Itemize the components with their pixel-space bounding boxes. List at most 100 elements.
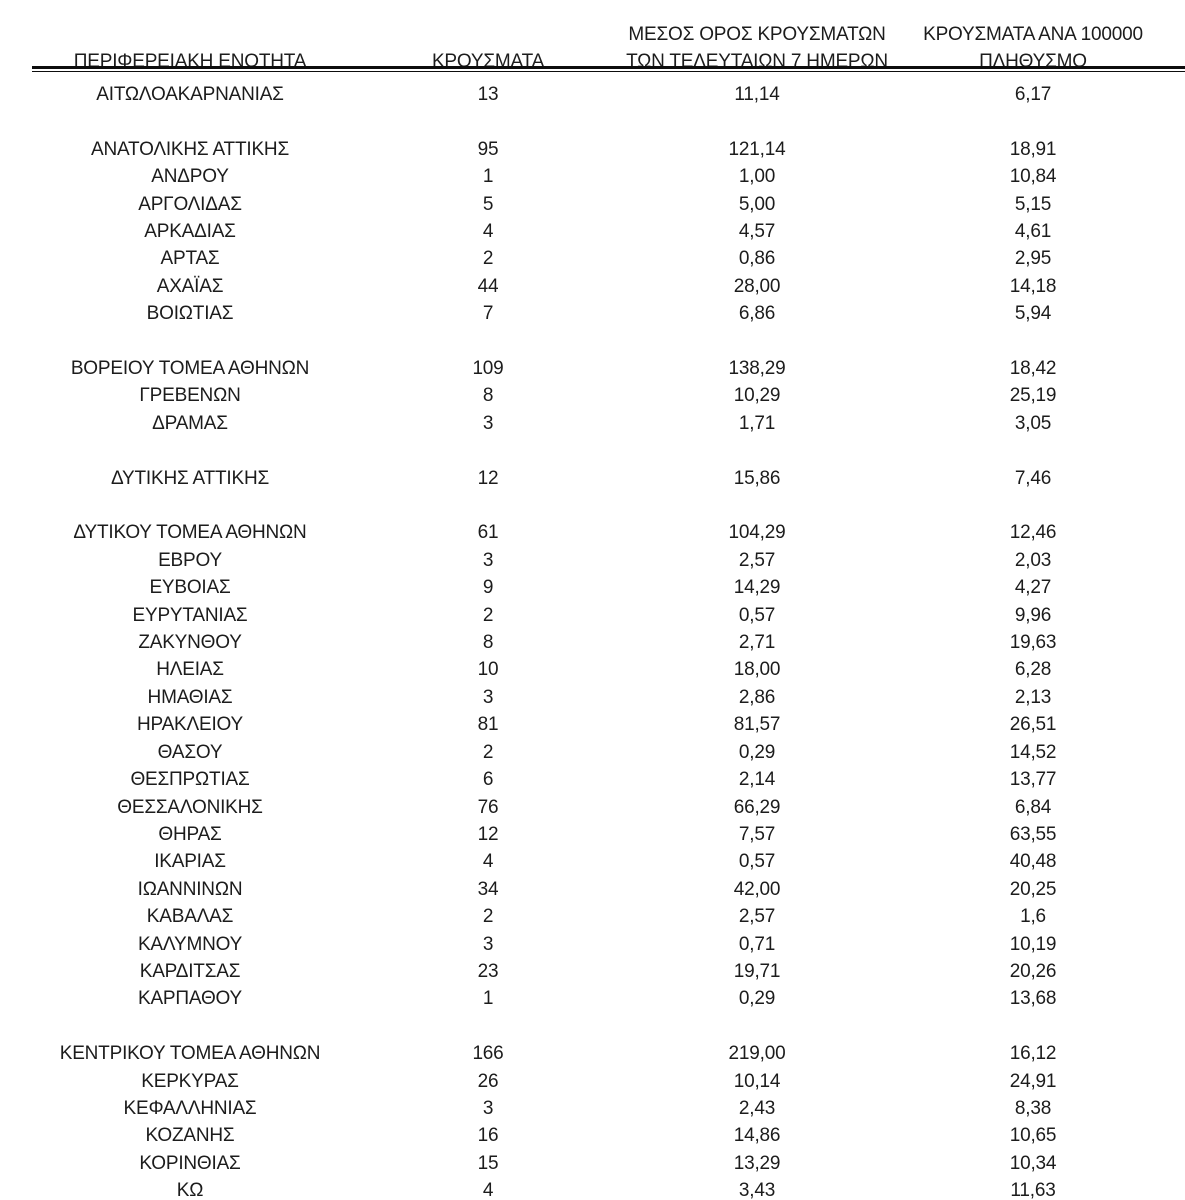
cell-cases: 15 — [477, 1152, 499, 1174]
cell-avg7: 18,00 — [733, 659, 781, 681]
cell-avg7: 5,00 — [738, 193, 776, 215]
cell-per100k: 11,63 — [1010, 1180, 1056, 1200]
cell-filler — [1148, 1095, 1185, 1122]
cell-filler — [1148, 903, 1185, 930]
cell-avg7: 28,00 — [733, 275, 781, 297]
cell-region: ΔΥΤΙΚΟΥ ΤΟΜΕΑ ΑΘΗΝΩΝ — [73, 522, 307, 544]
table-row: ΙΩΑΝΝΙΝΩΝ 34 42,00 20,25 — [0, 876, 1185, 903]
table-row: ΘΗΡΑΣ 12 7,57 63,55 — [0, 821, 1185, 848]
cell-avg7: 0,29 — [738, 741, 776, 763]
cell-per100k: 6,84 — [1014, 796, 1052, 818]
cell-per100k: 10,84 — [1009, 166, 1057, 188]
cell-region: ΚΑΒΑΛΑΣ — [146, 906, 234, 928]
cell-filler — [1148, 465, 1185, 492]
cell-cases: 2 — [482, 741, 494, 763]
table-body: ΑΙΤΩΛΟΑΚΑΡΝΑΝΙΑΣ 13 11,14 6,17 ΑΝΑΤΟΛΙΚΗΣ ΑΤ… — [0, 81, 1185, 1200]
cell-region: ΑΝΑΤΟΛΙΚΗΣ ΑΤΤΙΚΗΣ — [91, 138, 289, 160]
cell-filler — [1148, 656, 1185, 683]
table-row: ΙΚΑΡΙΑΣ 4 0,57 40,48 — [0, 848, 1185, 875]
cell-filler — [1148, 519, 1185, 546]
cell-cases: 76 — [477, 796, 499, 818]
cell-avg7: 138,29 — [728, 358, 786, 380]
cell-region: ΗΛΕΙΑΣ — [156, 659, 224, 681]
cell-region: ΚΟΖΑΝΗΣ — [145, 1125, 235, 1147]
cell-cases: 2 — [482, 248, 494, 270]
header-avg7-line1: ΜΕΣΟΣ ΟΡΟΣ ΚΡΟΥΣΜΑΤΩΝ — [628, 24, 886, 45]
cell-per100k: 5,94 — [1014, 303, 1052, 325]
table-row: ΕΥΡΥΤΑΝΙΑΣ 2 0,57 9,96 — [0, 602, 1185, 629]
cell-per100k: 18,42 — [1009, 358, 1057, 380]
cell-filler — [1148, 739, 1185, 766]
spacer-row — [0, 108, 1185, 135]
cell-filler — [1148, 985, 1185, 1012]
cell-filler — [1148, 574, 1185, 601]
cell-cases: 3 — [482, 1097, 494, 1119]
cell-region: ΑΡΤΑΣ — [160, 248, 220, 270]
cell-region: ΘΑΣΟΥ — [157, 741, 223, 763]
cell-per100k: 5,15 — [1014, 193, 1052, 215]
table-row: ΑΙΤΩΛΟΑΚΑΡΝΑΝΙΑΣ 13 11,14 6,17 — [0, 81, 1185, 108]
cell-filler — [1148, 1068, 1185, 1095]
table-row: ΑΡΚΑΔΙΑΣ 4 4,57 4,61 — [0, 218, 1185, 245]
cell-avg7: 0,57 — [738, 604, 776, 626]
spacer-cell — [0, 437, 1185, 464]
cell-region: ΚΑΛΥΜΝΟΥ — [137, 933, 243, 955]
table-row: ΔΡΑΜΑΣ 3 1,71 3,05 — [0, 410, 1185, 437]
cell-cases: 5 — [482, 193, 494, 215]
cell-filler — [1148, 218, 1185, 245]
cell-per100k: 6,28 — [1014, 659, 1052, 681]
cell-region: ΕΥΡΥΤΑΝΙΑΣ — [132, 604, 248, 626]
cell-avg7: 15,86 — [733, 467, 781, 489]
cell-filler — [1148, 1150, 1185, 1177]
cell-region: ΚΑΡΔΙΤΣΑΣ — [139, 960, 241, 982]
cell-avg7: 2,86 — [738, 686, 776, 708]
cell-avg7: 121,14 — [728, 138, 786, 160]
table-row: ΓΡΕΒΕΝΩΝ 8 10,29 25,19 — [0, 382, 1185, 409]
cell-avg7: 7,57 — [738, 823, 776, 845]
cell-filler — [1148, 547, 1185, 574]
cell-per100k: 18,91 — [1009, 138, 1057, 160]
cell-filler — [1148, 958, 1185, 985]
cell-per100k: 2,13 — [1014, 686, 1052, 708]
table-row: ΚΑΡΔΙΤΣΑΣ 23 19,71 20,26 — [0, 958, 1185, 985]
cell-avg7: 10,29 — [733, 385, 781, 407]
cell-per100k: 2,95 — [1014, 248, 1052, 270]
cell-per100k: 12,46 — [1009, 522, 1057, 544]
cell-filler — [1148, 191, 1185, 218]
cell-region: ΒΟΡΕΙΟΥ ΤΟΜΕΑ ΑΘΗΝΩΝ — [70, 358, 310, 380]
table-row: ΔΥΤΙΚΗΣ ΑΤΤΙΚΗΣ 12 15,86 7,46 — [0, 465, 1185, 492]
cell-region: ΑΡΚΑΔΙΑΣ — [144, 221, 236, 243]
cell-per100k: 4,27 — [1014, 577, 1052, 599]
cell-per100k: 24,91 — [1009, 1070, 1057, 1092]
cell-region: ΚΕΦΑΛΛΗΝΙΑΣ — [123, 1097, 257, 1119]
cell-cases: 13 — [477, 84, 499, 105]
cell-filler — [1148, 81, 1185, 108]
header-divider-rule — [32, 66, 1185, 72]
cell-avg7: 19,71 — [733, 960, 781, 982]
cell-avg7: 0,57 — [738, 851, 776, 873]
cell-filler — [1148, 931, 1185, 958]
cell-filler — [1148, 163, 1185, 190]
table-row: ΑΡΤΑΣ 2 0,86 2,95 — [0, 245, 1185, 272]
cell-cases: 95 — [477, 138, 499, 160]
cell-cases: 4 — [482, 221, 494, 243]
cell-avg7: 1,00 — [738, 166, 776, 188]
cell-region: ΙΚΑΡΙΑΣ — [154, 851, 226, 873]
table-row: ΒΟΡΕΙΟΥ ΤΟΜΕΑ ΑΘΗΝΩΝ 109 138,29 18,42 — [0, 355, 1185, 382]
cell-filler — [1148, 245, 1185, 272]
cell-region: ΑΧΑΪΑΣ — [156, 275, 224, 297]
cell-avg7: 0,71 — [738, 933, 776, 955]
cell-region: ΒΟΙΩΤΙΑΣ — [146, 303, 234, 325]
cell-region: ΘΕΣΠΡΩΤΙΑΣ — [130, 769, 250, 791]
table-row: ΖΑΚΥΝΘΟΥ 8 2,71 19,63 — [0, 629, 1185, 656]
cell-cases: 23 — [477, 960, 499, 982]
cell-cases: 34 — [477, 878, 499, 900]
table-row: ΑΧΑΪΑΣ 44 28,00 14,18 — [0, 273, 1185, 300]
table-row: ΑΡΓΟΛΙΔΑΣ 5 5,00 5,15 — [0, 191, 1185, 218]
cell-region: ΙΩΑΝΝΙΝΩΝ — [137, 878, 243, 900]
cell-region: ΗΜΑΘΙΑΣ — [147, 686, 233, 708]
cell-avg7: 11,14 — [734, 84, 780, 105]
cell-cases: 1 — [482, 988, 494, 1010]
cell-avg7: 219,00 — [728, 1043, 786, 1065]
cell-avg7: 3,43 — [738, 1180, 776, 1200]
